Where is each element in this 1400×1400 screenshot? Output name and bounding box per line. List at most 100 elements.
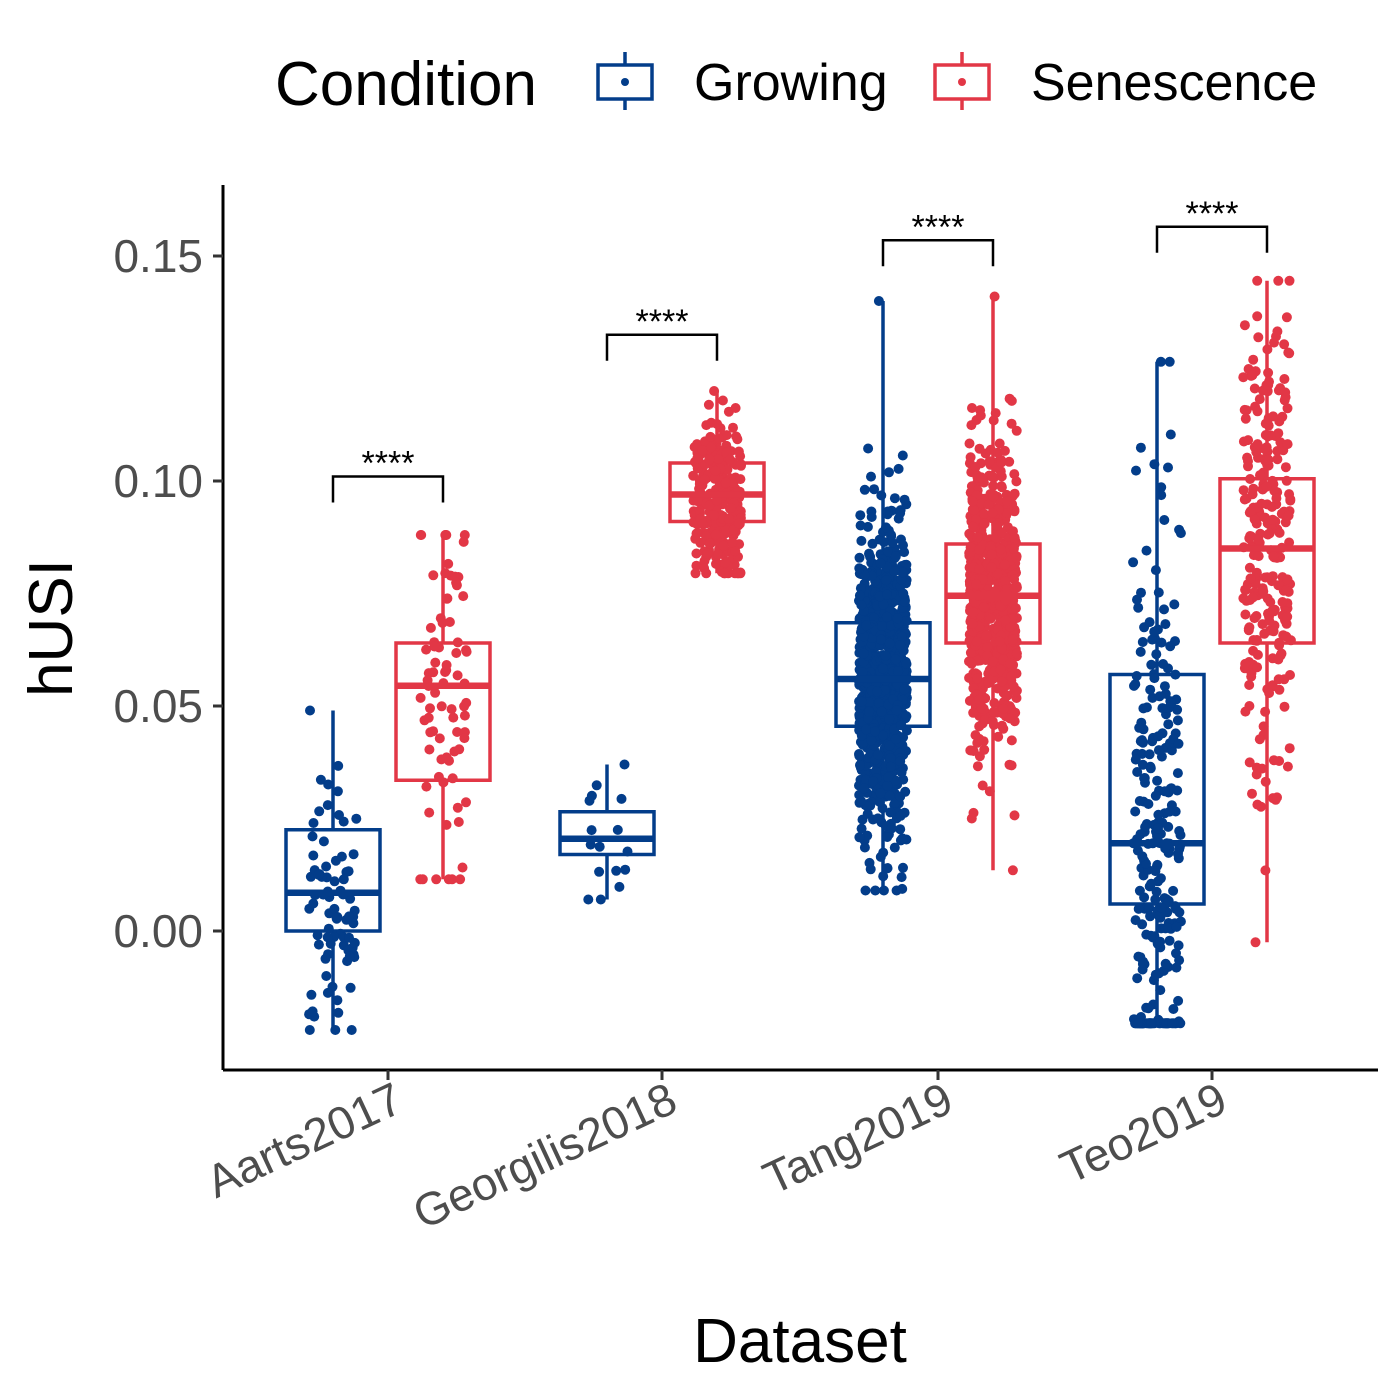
data-point — [1164, 935, 1175, 946]
data-point — [859, 783, 870, 794]
data-point — [1132, 973, 1143, 984]
data-point — [1173, 848, 1183, 859]
data-point — [706, 442, 716, 453]
data-point — [1273, 654, 1284, 665]
data-point — [1268, 755, 1279, 766]
data-point — [985, 613, 996, 624]
data-point — [703, 399, 714, 410]
data-point — [1159, 515, 1170, 525]
data-point — [732, 434, 743, 445]
data-point — [974, 443, 985, 454]
data-point — [882, 832, 893, 842]
data-point — [876, 490, 887, 501]
data-point — [1009, 574, 1020, 585]
data-point — [859, 842, 870, 853]
data-point — [447, 773, 458, 784]
data-point — [1004, 759, 1015, 770]
data-point — [1151, 886, 1162, 897]
data-point — [314, 806, 325, 817]
data-point — [999, 559, 1010, 570]
data-point — [898, 540, 908, 551]
data-point — [1281, 312, 1292, 323]
data-point — [709, 386, 720, 396]
data-point — [1247, 592, 1258, 603]
data-point — [1159, 786, 1170, 797]
data-point — [1133, 903, 1144, 914]
data-point — [1000, 615, 1011, 626]
data-point — [451, 648, 462, 658]
data-point — [993, 731, 1004, 742]
data-point — [1245, 474, 1256, 484]
data-point — [725, 503, 736, 514]
data-point — [876, 634, 886, 645]
data-point — [1239, 320, 1250, 331]
data-point — [620, 864, 631, 875]
data-point — [1152, 775, 1163, 786]
data-point — [1279, 701, 1290, 712]
data-point — [421, 644, 432, 655]
data-point — [701, 568, 712, 579]
significance-label: **** — [1186, 195, 1239, 233]
jitter-points — [304, 705, 362, 1035]
box-rect — [1218, 477, 1316, 645]
data-point — [1175, 528, 1186, 539]
box-senescence-tang2019 — [944, 291, 1042, 876]
data-point — [1134, 796, 1145, 806]
data-point — [351, 813, 362, 824]
data-point — [980, 715, 990, 726]
data-point — [458, 536, 469, 547]
data-point — [1245, 573, 1256, 584]
data-point — [890, 654, 901, 665]
data-point — [1149, 459, 1160, 470]
data-point — [1164, 356, 1175, 367]
data-point — [594, 866, 605, 877]
data-point — [1241, 405, 1252, 416]
data-point — [1174, 955, 1185, 966]
box-growing-tang2019 — [834, 296, 932, 896]
data-point — [1274, 637, 1285, 648]
data-point — [971, 636, 982, 647]
data-point — [697, 519, 708, 530]
data-point — [966, 658, 977, 669]
data-point — [1256, 498, 1267, 509]
data-point — [1285, 495, 1296, 506]
data-point — [345, 982, 356, 993]
data-point — [1137, 964, 1148, 975]
data-point — [424, 807, 435, 818]
data-point — [1163, 719, 1174, 730]
data-point — [1274, 684, 1285, 695]
legend-label: Senescence — [1031, 54, 1317, 112]
data-point — [730, 546, 741, 557]
data-point — [1160, 619, 1171, 630]
data-point — [705, 431, 716, 442]
data-point — [891, 705, 902, 716]
x-axis-title: Dataset — [693, 1307, 907, 1376]
data-point — [1244, 562, 1255, 573]
legend-label: Growing — [694, 54, 888, 112]
data-point — [308, 898, 319, 909]
data-point — [1146, 659, 1157, 670]
data-point — [967, 496, 978, 507]
data-point — [855, 510, 866, 521]
data-point — [984, 786, 995, 797]
data-point — [872, 813, 883, 824]
data-point — [857, 667, 868, 678]
data-point — [711, 495, 722, 506]
data-point — [1139, 892, 1150, 903]
data-point — [1144, 749, 1155, 760]
data-point — [415, 692, 426, 703]
data-point — [1251, 567, 1262, 578]
legend-entry-growing: Growing — [596, 52, 888, 112]
data-point — [1158, 659, 1169, 669]
data-point — [1141, 929, 1152, 940]
box-growing-georgilis2018 — [558, 759, 656, 905]
data-point — [1260, 865, 1271, 876]
data-point — [854, 832, 865, 843]
data-point — [883, 772, 894, 783]
data-point — [1173, 995, 1184, 1006]
data-point — [586, 825, 597, 836]
data-point — [717, 395, 728, 406]
y-tick-label: 0.15 — [113, 230, 203, 282]
data-point — [875, 788, 886, 799]
data-point — [971, 579, 982, 590]
